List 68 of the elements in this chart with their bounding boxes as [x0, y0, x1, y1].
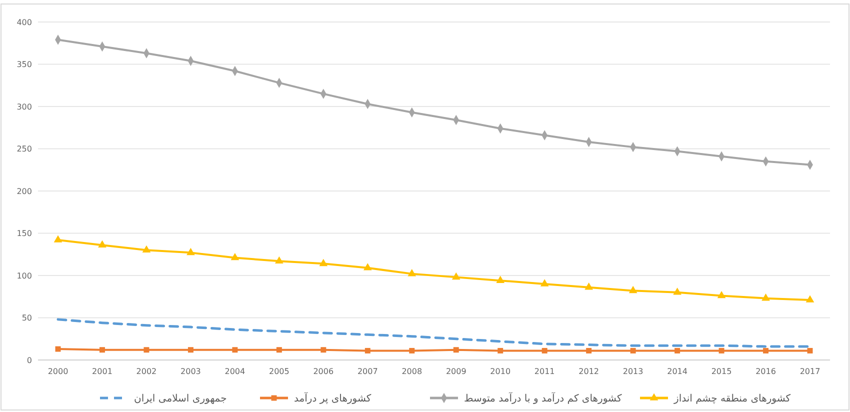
point: [363, 263, 372, 270]
point: [99, 347, 105, 353]
x-tick-label: 2007: [357, 367, 378, 376]
x-tick-label: 2014: [667, 367, 688, 376]
point: [806, 295, 814, 302]
point: [54, 235, 62, 242]
x-tick-label: 2011: [534, 367, 555, 376]
legend-label: کشورهای پر درآمد: [294, 392, 372, 404]
x-tick-label: 2005: [268, 367, 290, 376]
x-tick-label: 2012: [578, 367, 600, 376]
point: [408, 269, 416, 276]
x-tick-label: 2010: [490, 367, 511, 376]
point: [55, 346, 61, 352]
point: [319, 258, 328, 266]
y-tick-label: 0: [26, 356, 32, 365]
point: [452, 272, 460, 280]
point: [276, 347, 282, 353]
y-tick-label: 50: [22, 314, 32, 323]
point: [542, 348, 548, 354]
point: [186, 248, 195, 256]
x-tick-label: 2008: [402, 367, 422, 376]
point: [364, 348, 370, 354]
x-tick-label: 2016: [756, 367, 776, 376]
y-tick-label: 100: [16, 271, 32, 280]
y-tick-label: 300: [16, 102, 32, 112]
point: [717, 290, 726, 298]
x-tick-label: 2003: [180, 367, 201, 376]
point: [188, 347, 194, 353]
legend-label: کشورهای کم درآمد و با درآمد متوسط: [464, 392, 622, 404]
point: [275, 256, 284, 264]
x-tick-label: 2013: [622, 367, 644, 376]
y-tick-label: 350: [16, 60, 32, 70]
point: [630, 348, 636, 354]
point: [584, 282, 593, 290]
y-tick-label: 400: [16, 18, 32, 27]
point: [718, 348, 724, 354]
point: [144, 347, 150, 353]
x-tick-label: 2009: [446, 367, 466, 376]
y-tick-label: 200: [16, 186, 32, 196]
point: [540, 279, 549, 286]
x-tick-label: 2000: [48, 367, 68, 376]
y-tick-label: 150: [16, 229, 32, 238]
x-tick-label: 2017: [800, 367, 820, 376]
line-series: [56, 318, 812, 348]
point: [142, 245, 151, 253]
point: [232, 347, 238, 353]
x-tick-label: 2015: [711, 367, 732, 376]
legend-label: کشورهای منطقه چشم انداز: [673, 394, 791, 404]
point: [409, 348, 415, 354]
point: [98, 240, 106, 248]
x-tick-label: 2006: [313, 367, 334, 376]
point: [320, 347, 326, 353]
point: [673, 288, 682, 295]
point: [496, 276, 505, 283]
point: [807, 348, 813, 354]
point: [763, 348, 769, 354]
point: [453, 347, 459, 353]
point: [628, 286, 638, 294]
legend-label: جمهوری اسلامی ایران: [134, 394, 227, 404]
point: [762, 294, 770, 301]
point: [674, 348, 680, 354]
y-tick-label: 250: [16, 144, 32, 154]
point: [586, 348, 592, 354]
x-tick-label: 2001: [92, 367, 112, 376]
point: [498, 348, 504, 354]
point: [230, 252, 240, 260]
x-tick-label: 2002: [136, 367, 157, 376]
x-tick-label: 2004: [224, 367, 246, 376]
